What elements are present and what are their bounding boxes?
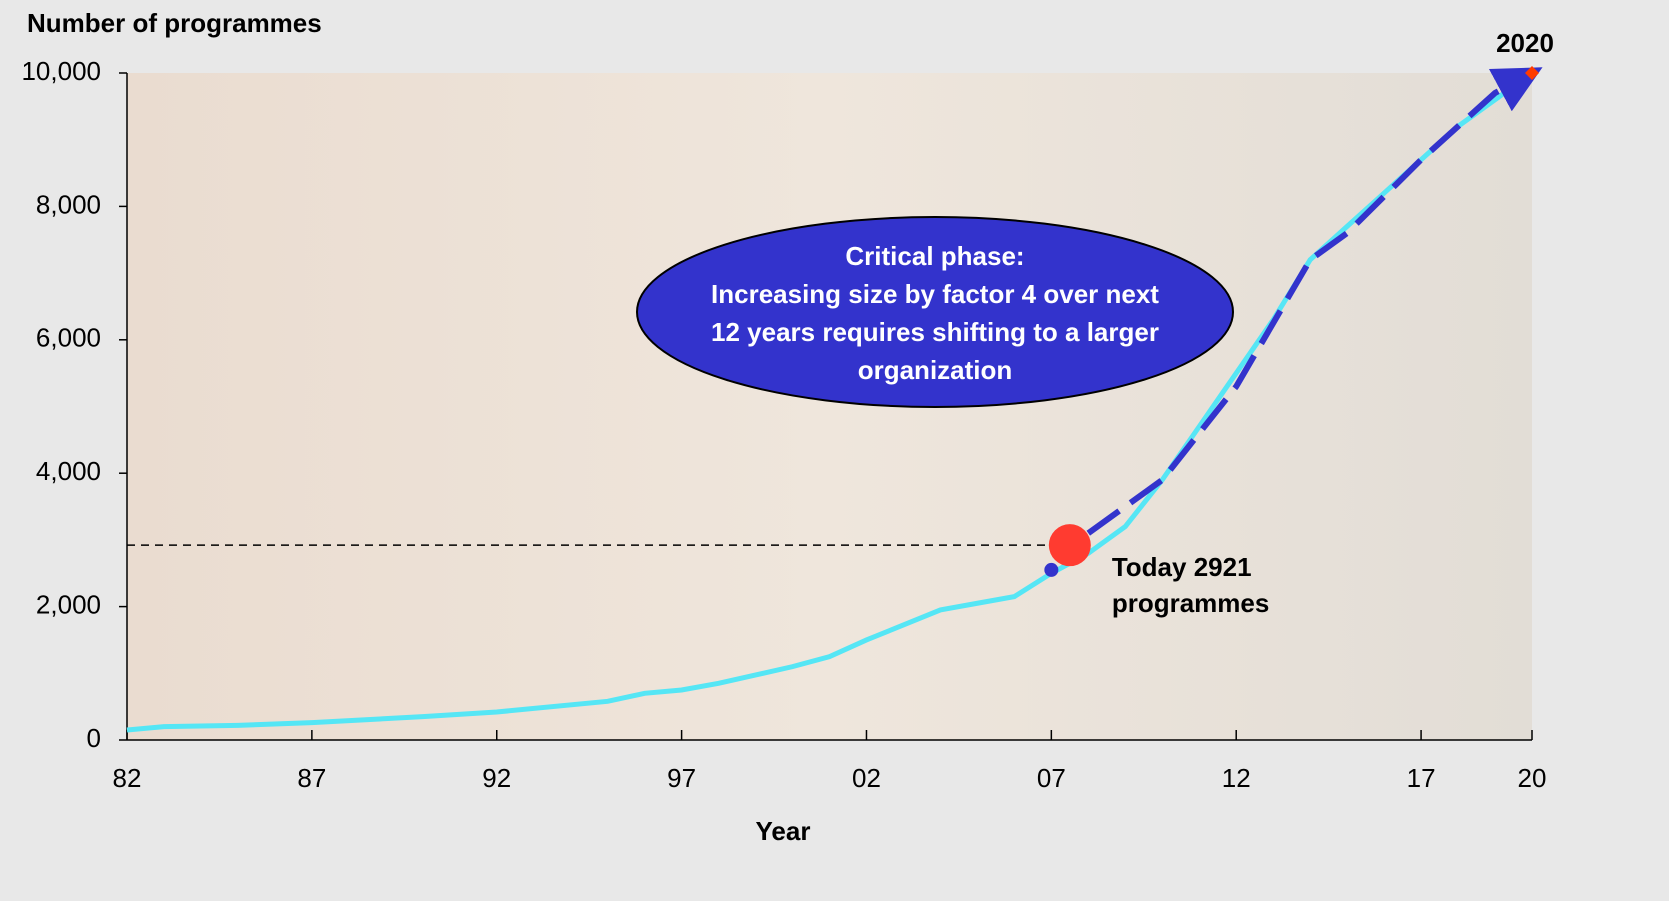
callout-text: 12 years requires shifting to a larger	[711, 317, 1159, 347]
y-tick-label: 0	[87, 723, 101, 753]
y-axis-title: Number of programmes	[27, 8, 322, 38]
x-tick-label: 17	[1407, 763, 1436, 793]
x-tick-label: 97	[667, 763, 696, 793]
x-tick-label: 12	[1222, 763, 1251, 793]
x-axis-title: Year	[756, 816, 811, 846]
x-tick-label: 02	[852, 763, 881, 793]
series-line	[126, 70, 1534, 733]
today-label: programmes	[1112, 588, 1270, 618]
x-tick-label: 07	[1037, 763, 1066, 793]
callout-bubble	[636, 216, 1234, 408]
today-label: Today 2921	[1112, 552, 1252, 582]
target-point	[1525, 66, 1539, 80]
x-tick-label: 82	[113, 763, 142, 793]
callout-text: Increasing size by factor 4 over next	[711, 279, 1159, 309]
x-tick-label: 20	[1518, 763, 1547, 793]
callout-text: organization	[858, 355, 1013, 385]
y-tick-label: 4,000	[36, 456, 101, 486]
callout-text: Critical phase:	[845, 241, 1024, 271]
y-tick-label: 6,000	[36, 323, 101, 353]
x-tick-label: 92	[482, 763, 511, 793]
y-tick-label: 10,000	[21, 56, 101, 86]
y-tick-label: 2,000	[36, 589, 101, 619]
today-point	[1048, 524, 1091, 567]
x-tick-label: 87	[297, 763, 326, 793]
target-label: 2020	[1496, 28, 1554, 58]
y-tick-label: 8,000	[36, 189, 101, 219]
series-line	[1086, 67, 1543, 536]
start-point	[1044, 562, 1059, 577]
background-photo	[127, 73, 1532, 740]
